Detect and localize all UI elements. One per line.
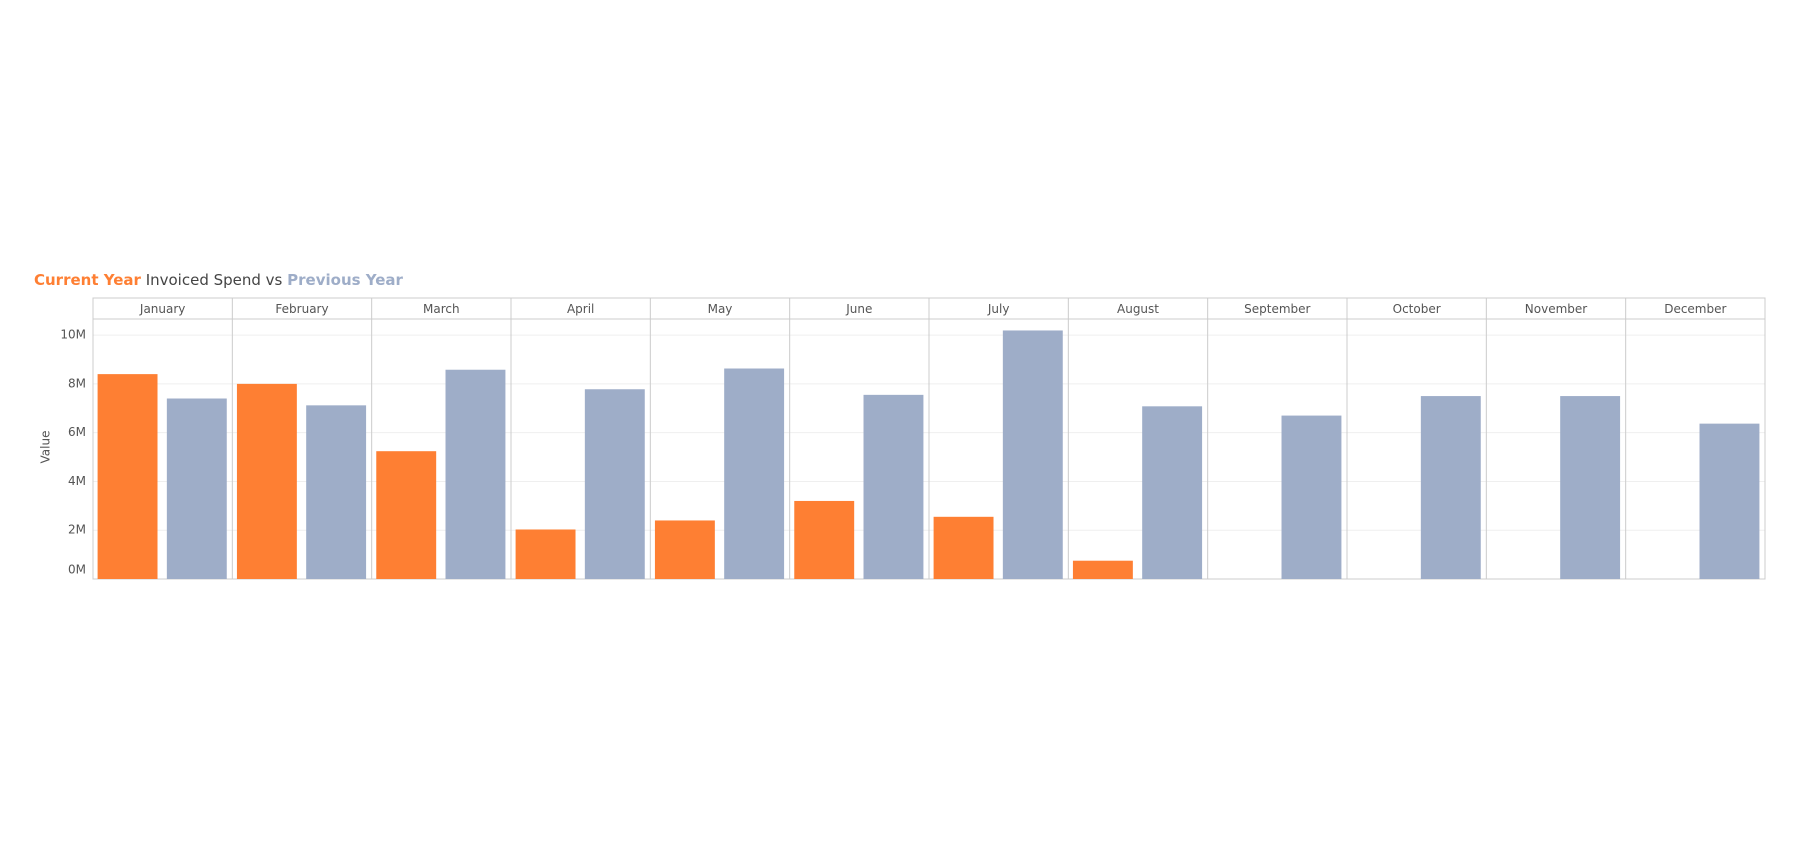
bar bbox=[584, 389, 645, 579]
bar bbox=[794, 500, 855, 579]
x-tick-label: November bbox=[1525, 302, 1587, 316]
y-tick-label: 10M bbox=[60, 328, 86, 342]
bar bbox=[236, 383, 297, 579]
x-tick-label: April bbox=[567, 302, 594, 316]
bar bbox=[1002, 330, 1063, 579]
x-tick-label: August bbox=[1117, 302, 1159, 316]
x-tick-label: June bbox=[845, 302, 872, 316]
title-current: Current Year bbox=[34, 271, 142, 289]
bar bbox=[1420, 396, 1481, 579]
x-tick-label: September bbox=[1244, 302, 1310, 316]
bar bbox=[376, 451, 437, 579]
x-tick-label: May bbox=[708, 302, 733, 316]
bar bbox=[724, 368, 785, 579]
y-tick-label: 8M bbox=[68, 376, 86, 390]
x-tick-label: December bbox=[1664, 302, 1726, 316]
title-previous: Previous Year bbox=[287, 271, 403, 289]
bar bbox=[654, 520, 715, 579]
bar bbox=[933, 516, 994, 579]
y-tick-label: 6M bbox=[68, 425, 86, 439]
bar bbox=[1142, 406, 1203, 579]
bar bbox=[1699, 423, 1760, 579]
x-tick-label: January bbox=[139, 302, 186, 316]
bar bbox=[1072, 560, 1133, 579]
bar bbox=[1560, 396, 1621, 579]
y-axis-label: Value bbox=[39, 431, 53, 464]
y-tick-label: 2M bbox=[68, 523, 86, 537]
y-tick-label: 4M bbox=[68, 474, 86, 488]
chart-title: Current Year Invoiced Spend vs Previous … bbox=[34, 271, 404, 289]
x-tick-label: July bbox=[987, 302, 1010, 316]
title-middle: Invoiced Spend vs bbox=[146, 271, 283, 289]
bar bbox=[515, 529, 576, 579]
bar bbox=[863, 394, 924, 579]
x-tick-label: March bbox=[423, 302, 460, 316]
x-tick-label: February bbox=[275, 302, 328, 316]
y-tick-label: 0M bbox=[68, 563, 86, 577]
x-tick-label: October bbox=[1393, 302, 1441, 316]
bar bbox=[306, 405, 367, 579]
bar bbox=[1281, 415, 1342, 579]
bar bbox=[445, 369, 506, 579]
bar bbox=[97, 374, 158, 579]
bar bbox=[166, 398, 227, 579]
